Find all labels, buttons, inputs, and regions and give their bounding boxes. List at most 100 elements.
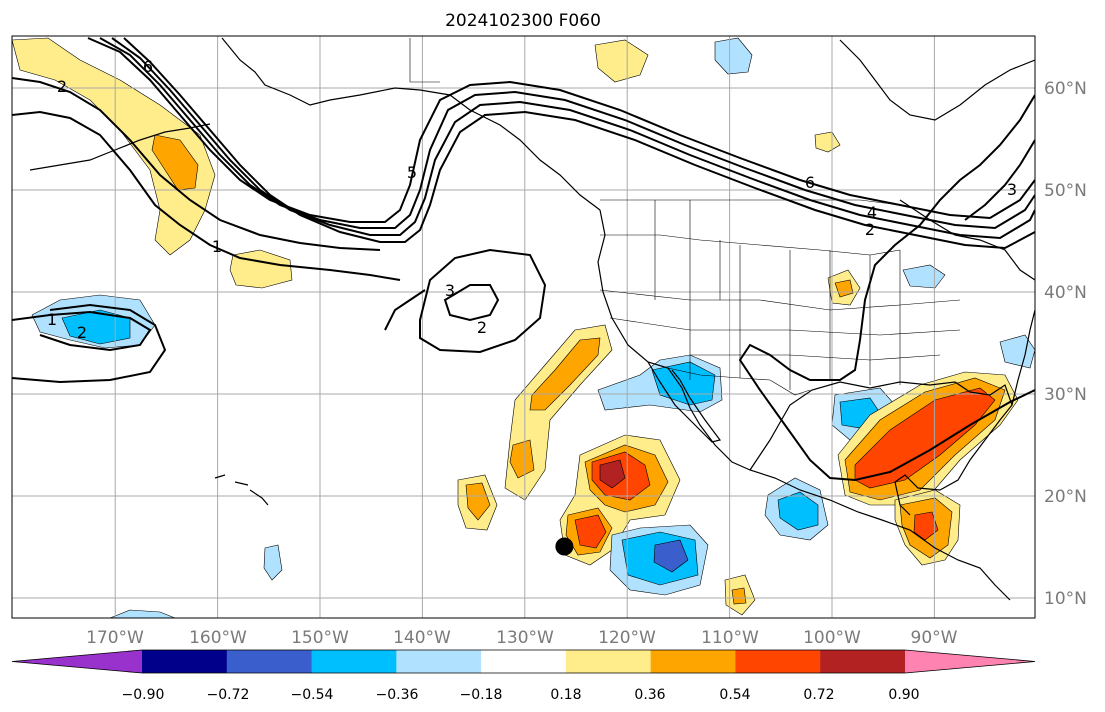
lat-label: 50°N bbox=[1044, 181, 1087, 201]
colorbar-tick-labels: −0.90 −0.72 −0.54 −0.36 −0.18 0.18 0.36 … bbox=[122, 687, 920, 703]
contour-label: 6 bbox=[805, 173, 815, 192]
height-contours bbox=[12, 37, 1035, 482]
anomaly-moderate-small-2 bbox=[731, 587, 747, 605]
contour-east-inner bbox=[964, 139, 1035, 221]
colorbar-segment bbox=[226, 650, 313, 673]
contour-6-a bbox=[87, 37, 1035, 223]
contour-label: 4 bbox=[867, 203, 877, 222]
coast-hawaii bbox=[214, 474, 269, 506]
graticule bbox=[12, 36, 1035, 618]
contour-label: 5 bbox=[407, 163, 417, 182]
map-title: 2024102300 F060 bbox=[445, 11, 601, 31]
map-frame bbox=[11, 35, 1036, 619]
border-us-states bbox=[599, 200, 961, 390]
anomaly-strong-cyclone-2 bbox=[574, 514, 607, 549]
coast-baja bbox=[647, 361, 722, 443]
contour-label: 1 bbox=[212, 237, 222, 256]
lon-label: 160°W bbox=[189, 628, 247, 648]
colorbar-segment bbox=[311, 650, 397, 673]
colorbar-segment bbox=[820, 650, 906, 673]
anomaly-positive-gulf-alaska bbox=[594, 39, 649, 83]
contour-label: 2 bbox=[77, 323, 87, 342]
colorbar-segment bbox=[650, 650, 736, 673]
contour-label: 2 bbox=[865, 220, 875, 239]
contour-low-2-outer bbox=[384, 289, 426, 331]
lat-label: 30°N bbox=[1044, 385, 1087, 405]
contour-outer-low bbox=[419, 248, 547, 354]
colorbar-tick-label: −0.18 bbox=[460, 687, 503, 703]
colorbar-tick-label: 0.54 bbox=[719, 687, 750, 703]
lon-label: 90°W bbox=[911, 628, 958, 648]
contour-label: 2 bbox=[57, 77, 67, 96]
anomaly-strong-gulf bbox=[854, 387, 996, 489]
contour-labels: 2 6 5 1 3 2 1 2 6 4 2 3 bbox=[47, 57, 1017, 342]
colorbar-tick-label: 0.72 bbox=[803, 687, 834, 703]
colorbar-extend-high bbox=[905, 650, 1035, 673]
coast-hudson bbox=[839, 39, 1035, 121]
coast-aleutians bbox=[29, 123, 211, 171]
anomaly-strong-negative-mexico bbox=[777, 491, 819, 531]
contour-inner-low bbox=[443, 284, 500, 322]
anomaly-moderate-baja-offshore-2 bbox=[509, 439, 535, 479]
lon-label: 130°W bbox=[496, 628, 554, 648]
colorbar-segment bbox=[565, 650, 652, 673]
contour-label: 1 bbox=[47, 310, 57, 329]
lon-label: 150°W bbox=[291, 628, 349, 648]
colorbar-segment bbox=[396, 650, 482, 673]
colorbar-segment bbox=[481, 650, 567, 673]
anomaly-negative-hawaii bbox=[263, 544, 283, 581]
contour-6-c bbox=[111, 37, 1035, 240]
anomaly-strong-negative-west-pacific bbox=[61, 309, 131, 345]
coast-gulf bbox=[749, 381, 1013, 516]
longitude-labels: 170°W 160°W 150°W 140°W 130°W 120°W 110°… bbox=[86, 628, 958, 648]
border-us-mexico bbox=[667, 367, 811, 396]
contour-1-west bbox=[12, 110, 401, 281]
colorbar-tick-label: −0.72 bbox=[207, 687, 250, 703]
lat-label: 20°N bbox=[1044, 487, 1087, 507]
latitude-labels: 10°N 20°N 30°N 40°N 50°N 60°N bbox=[1044, 79, 1087, 609]
contour-label: 3 bbox=[445, 281, 455, 300]
lon-label: 110°W bbox=[701, 628, 759, 648]
border-alaska-canada bbox=[409, 38, 440, 83]
colorbar-tick-label: −0.36 bbox=[376, 687, 419, 703]
contour-6-b bbox=[99, 37, 1035, 230]
lon-label: 120°W bbox=[598, 628, 656, 648]
colorbar-tick-label: 0.18 bbox=[550, 687, 581, 703]
colorbar-tick-label: 0.36 bbox=[634, 687, 665, 703]
contour-2-west bbox=[12, 77, 381, 251]
colorbar-extend-low bbox=[12, 650, 142, 673]
colorbar-tick-label: 0.90 bbox=[888, 687, 919, 703]
contour-east-trough bbox=[738, 94, 1035, 482]
anomaly-negative-east-coast bbox=[999, 334, 1035, 369]
anomaly-moderate-baja-offshore bbox=[529, 337, 601, 411]
colorbar-outline bbox=[11, 649, 1036, 674]
coast-east-us bbox=[1011, 309, 1035, 406]
colorbar-segments bbox=[11, 649, 1036, 674]
anomaly-positive-aleutian bbox=[12, 37, 216, 256]
map-panel: 2 6 5 1 3 2 1 2 6 4 2 3 bbox=[11, 35, 1036, 619]
lon-label: 100°W bbox=[803, 628, 861, 648]
anomaly-positive-hudson bbox=[814, 131, 841, 153]
colorbar-tick-label: −0.90 bbox=[122, 687, 165, 703]
lon-label: 140°W bbox=[393, 628, 451, 648]
lat-label: 60°N bbox=[1044, 79, 1087, 99]
contour-west-low-1 bbox=[12, 310, 152, 352]
anomaly-negative-south-west bbox=[109, 609, 176, 618]
contour-label: 2 bbox=[477, 318, 487, 337]
colorbar-segment bbox=[735, 650, 821, 673]
lon-label: 170°W bbox=[86, 628, 144, 648]
colorbar-segment bbox=[142, 650, 228, 673]
coast-alaska bbox=[221, 37, 601, 211]
anomaly-moderate-aleutian bbox=[151, 134, 199, 191]
storm-center-marker bbox=[555, 537, 574, 556]
anomaly-core-negative-tropical bbox=[653, 539, 689, 573]
anomaly-negative-top bbox=[714, 37, 753, 75]
contour-west-low-2 bbox=[12, 303, 167, 384]
contour-6-d bbox=[123, 37, 1035, 250]
anomaly-strong-central-america bbox=[913, 511, 939, 541]
contour-label: 6 bbox=[143, 57, 153, 76]
contour-label: 3 bbox=[1007, 180, 1017, 199]
lat-label: 10°N bbox=[1044, 589, 1087, 609]
colorbar: −0.90 −0.72 −0.54 −0.36 −0.18 0.18 0.36 … bbox=[11, 649, 1036, 703]
